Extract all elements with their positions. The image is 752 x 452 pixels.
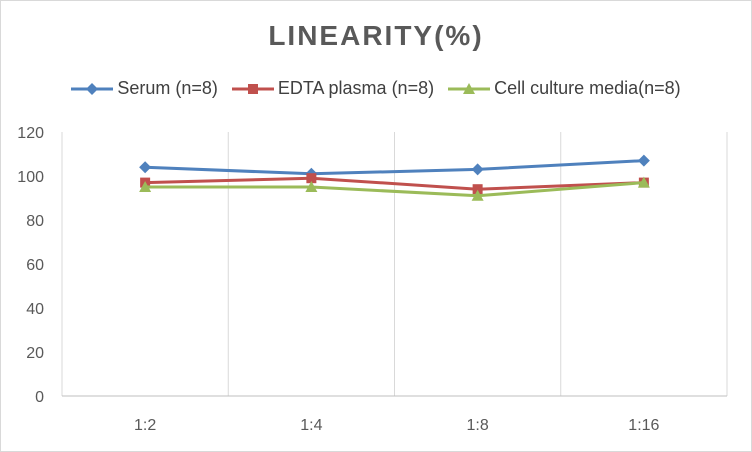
legend-label: Cell culture media(n=8) <box>494 78 681 98</box>
chart-legend: Serum (n=8) EDTA plasma (n=8) Cell culture… <box>0 78 752 99</box>
y-tick-label: 120 <box>17 125 44 142</box>
x-tick-label: 1:4 <box>300 417 322 434</box>
x-tick-label: 1:16 <box>628 417 659 434</box>
series-line-0 <box>145 159 644 176</box>
series-line-1 <box>145 176 644 191</box>
legend-label: EDTA plasma (n=8) <box>277 78 435 98</box>
data-point <box>637 176 650 188</box>
y-tick-label: 100 <box>17 169 44 186</box>
data-point <box>472 184 483 195</box>
data-point <box>305 181 318 192</box>
legend-swatch <box>448 82 491 94</box>
legend-swatch <box>231 83 274 94</box>
legend-label: Serum (n=8) <box>117 78 218 98</box>
legend-swatch <box>71 82 114 95</box>
y-tick-label: 60 <box>26 257 44 274</box>
y-tick-label: 20 <box>26 345 44 362</box>
legend-item: Serum (n=8) <box>71 78 218 99</box>
y-tick-label: 0 <box>35 389 44 406</box>
data-point <box>306 173 317 184</box>
data-point <box>139 161 152 174</box>
legend-item: EDTA plasma (n=8) <box>231 78 435 99</box>
data-point <box>471 163 484 176</box>
data-point <box>637 154 650 167</box>
series-line-2 <box>145 181 644 198</box>
x-tick-label: 1:8 <box>467 417 489 434</box>
data-point <box>471 189 484 201</box>
y-tick-label: 80 <box>26 213 44 230</box>
data-point <box>139 181 152 192</box>
legend-item: Cell culture media(n=8) <box>448 78 681 99</box>
chart-title: LINEARITY(%) <box>268 20 484 51</box>
x-tick-label: 1:2 <box>134 417 156 434</box>
y-tick-label: 40 <box>26 301 44 318</box>
